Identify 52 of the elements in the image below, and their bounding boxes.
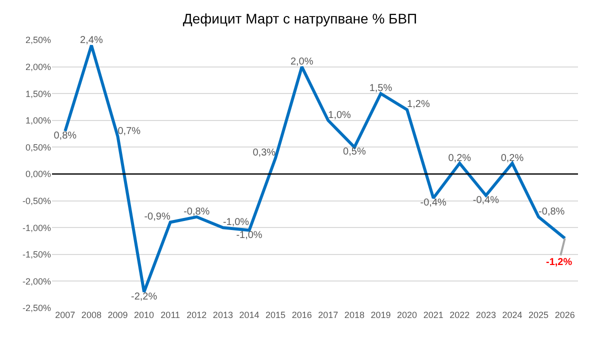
data-label: 0,2%: [500, 152, 524, 164]
x-tick-label: 2017: [318, 310, 338, 320]
x-tick-label: 2018: [344, 310, 364, 320]
x-tick-label: 2025: [528, 310, 549, 320]
x-tick-label: 2026: [554, 310, 575, 320]
data-label: 2,0%: [290, 56, 314, 68]
y-tick-label: -0,50%: [22, 196, 51, 206]
x-tick-label: 2020: [397, 310, 418, 320]
x-tick-label: 2009: [108, 310, 128, 320]
y-tick-label: -1,50%: [22, 250, 51, 260]
data-label: 0,3%: [252, 147, 276, 158]
data-label: -2,2%: [130, 291, 158, 302]
x-tick-label: 2019: [370, 310, 391, 320]
data-label: 0,8%: [54, 130, 77, 142]
y-tick-label: -2,50%: [22, 303, 51, 314]
x-tick-label: 2007: [55, 310, 76, 320]
data-label: 0,2%: [448, 152, 472, 164]
data-label: -0,8%: [538, 206, 565, 218]
annotation: -1,2%: [546, 257, 572, 268]
y-tick-label: 1,50%: [25, 88, 51, 99]
x-tick-label: 2023: [476, 310, 496, 320]
y-tick-label: 2,00%: [25, 62, 51, 72]
x-tick-label: 2012: [186, 310, 207, 320]
data-label: 1,0%: [328, 110, 352, 121]
y-tick-label: -2,00%: [22, 276, 51, 286]
x-tick-label: 2024: [502, 310, 522, 320]
x-tick-label: 2015: [266, 310, 286, 320]
x-tick-label: 2011: [160, 310, 180, 320]
y-tick-label: -1,00%: [22, 222, 51, 233]
data-label: -1,0%: [236, 230, 262, 241]
x-tick-label: 2014: [239, 310, 260, 320]
data-label: 0,5%: [343, 146, 366, 158]
data-label: -1,0%: [222, 217, 250, 228]
data-label: 2,4%: [80, 34, 103, 46]
data-label: 0,7%: [118, 126, 141, 137]
data-label: 1,2%: [407, 99, 430, 110]
data-label: -0,9%: [144, 212, 170, 223]
x-tick-label: 2016: [292, 310, 312, 320]
data-label: -0,8%: [184, 206, 210, 218]
chart-title: Дефицит Март с натрупване % БВП: [182, 10, 418, 26]
data-label: -0,4%: [420, 198, 447, 209]
y-tick-label: 0,00%: [25, 169, 51, 180]
y-tick-label: 1,00%: [25, 116, 51, 126]
x-tick-label: 2010: [134, 310, 154, 320]
data-label: -0,4%: [472, 194, 500, 206]
y-tick-label: 2,50%: [25, 35, 51, 46]
x-tick-label: 2022: [450, 310, 470, 320]
x-tick-label: 2008: [81, 310, 102, 320]
x-tick-label: 2013: [212, 310, 233, 320]
data-label: 1,5%: [369, 83, 392, 94]
x-tick-label: 2021: [423, 310, 444, 320]
y-tick-label: 0,50%: [25, 142, 51, 152]
